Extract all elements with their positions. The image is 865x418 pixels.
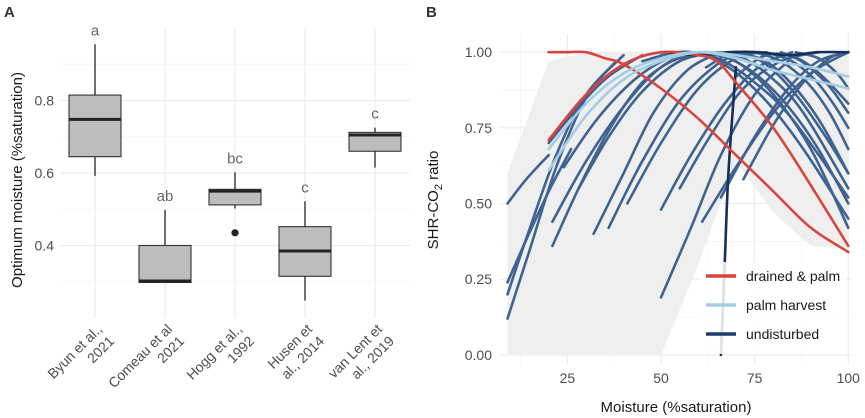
panel-a: A a ab bc c c 0.4 0.6 0.8 Byun et al.,2021Come…	[4, 4, 410, 403]
x-tick-label: Comeau et al2021	[105, 321, 187, 403]
legend-label: palm harvest	[746, 297, 826, 313]
panel-b: B 0.000.250.500.751.00 25 50 75 100 SHR-CO2…	[425, 4, 860, 416]
series-line-undisturbed	[700, 50, 850, 223]
outlier-point	[231, 229, 239, 237]
y-tick-label: 0.4	[35, 238, 55, 254]
y-tick-label: 1.00	[465, 44, 492, 60]
legend-label: undisturbed	[746, 326, 819, 342]
significance-letter: c	[371, 106, 379, 123]
y-tick-label: 0.75	[465, 120, 492, 136]
box-4: c	[278, 179, 332, 301]
panel-b-y-axis-title: SHR-CO2 ratio	[425, 151, 445, 250]
y-axis-title-part-1: SHR-CO	[425, 190, 442, 249]
box-iqr	[208, 188, 262, 206]
x-tick-label: Husen etal., 2014	[264, 321, 327, 384]
x-tick-label: 25	[560, 370, 576, 386]
x-tick-label: van Lent etal., 2019	[325, 321, 397, 393]
y-axis-title-part-3: ratio	[425, 151, 442, 184]
series-line-drained-palm	[547, 50, 850, 254]
box-3: bc	[208, 150, 262, 237]
panel-b-x-axis-title: Moisture (%saturation)	[601, 399, 752, 416]
y-tick-label: 0.8	[35, 93, 55, 109]
y-tick-label: 0.00	[465, 347, 492, 363]
panel-b-series-lines	[506, 50, 850, 357]
series-line-undisturbed	[734, 52, 850, 114]
box-1: a	[68, 22, 122, 176]
panel-b-y-ticks: 0.00 0.25 0.50 0.75 1.00	[465, 44, 492, 363]
legend-label: drained & palm	[746, 268, 840, 284]
series-line-undisturbed	[506, 147, 573, 284]
panel-a-boxes: a ab bc c c	[68, 22, 402, 301]
series-line-undisturbed	[697, 50, 850, 205]
series-line-undisturbed	[753, 50, 850, 151]
y-tick-label: 0.6	[35, 165, 55, 181]
significance-letter: ab	[157, 188, 174, 205]
panel-a-y-ticks: 0.4 0.6 0.8	[35, 93, 55, 254]
box-iqr	[348, 131, 402, 152]
panel-a-y-axis-title: Optimum moisture (%saturation)	[9, 72, 26, 288]
panel-a-label: A	[4, 4, 15, 21]
x-tick-label: 100	[837, 370, 861, 386]
series-line-undisturbed	[607, 50, 745, 230]
y-tick-label: 0.25	[465, 271, 492, 287]
panel-b-label: B	[426, 4, 437, 21]
significance-letter: bc	[227, 150, 243, 167]
x-tick-label: 75	[747, 370, 763, 386]
panel-b-x-ticks: 25 50 75 100	[560, 370, 861, 386]
x-tick-label: Byun et al.,2021	[44, 321, 117, 394]
series-line-undisturbed	[742, 50, 850, 181]
significance-letter: a	[91, 22, 100, 39]
x-tick-label: Hogg et al.,1992	[183, 321, 257, 395]
y-tick-label: 0.50	[465, 196, 492, 212]
series-line-undisturbed	[506, 153, 550, 205]
series-line-undisturbed	[577, 50, 719, 190]
significance-letter: c	[301, 179, 309, 196]
panel-b-legend: drained & palm palm harvest undisturbed	[700, 262, 846, 354]
box-2: ab	[138, 188, 192, 284]
y-axis-title-subscript: 2	[433, 184, 445, 190]
series-line-undisturbed	[551, 50, 700, 223]
x-tick-label: 50	[653, 370, 669, 386]
series-line-palm-harvest	[547, 50, 850, 151]
series-line-drained-palm	[547, 50, 850, 248]
box-iqr	[138, 244, 192, 284]
box-iqr	[68, 94, 122, 158]
series-line-undisturbed	[547, 53, 644, 145]
box-5: c	[348, 106, 402, 168]
series-line-undisturbed	[592, 50, 723, 236]
